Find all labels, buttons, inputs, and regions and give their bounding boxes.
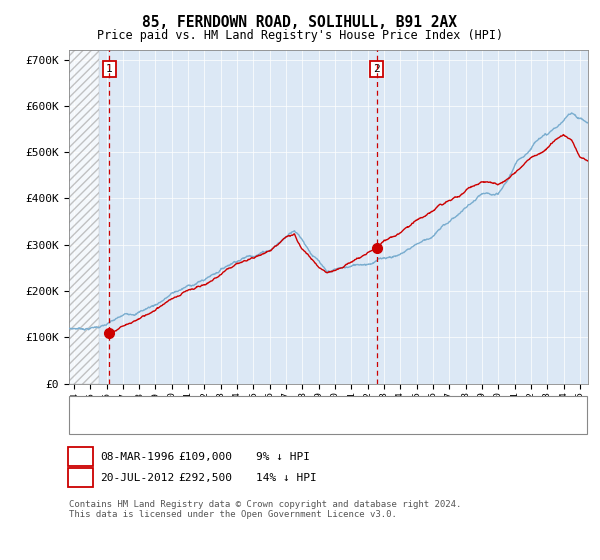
Text: Price paid vs. HM Land Registry's House Price Index (HPI): Price paid vs. HM Land Registry's House … [97,29,503,42]
Text: 2: 2 [77,473,84,483]
Text: 9% ↓ HPI: 9% ↓ HPI [256,452,310,462]
Text: £292,500: £292,500 [178,473,232,483]
Text: 14% ↓ HPI: 14% ↓ HPI [256,473,317,483]
Text: 20-JUL-2012: 20-JUL-2012 [100,473,175,483]
Text: 1: 1 [77,452,84,462]
Text: HPI: Average price, detached house, Solihull: HPI: Average price, detached house, Soli… [117,418,381,428]
Text: 1: 1 [106,64,113,74]
Text: Contains HM Land Registry data © Crown copyright and database right 2024.
This d: Contains HM Land Registry data © Crown c… [69,500,461,520]
Text: £109,000: £109,000 [178,452,232,462]
Text: 85, FERNDOWN ROAD, SOLIHULL, B91 2AX (detached house): 85, FERNDOWN ROAD, SOLIHULL, B91 2AX (de… [117,402,435,412]
Text: 08-MAR-1996: 08-MAR-1996 [100,452,175,462]
Text: 85, FERNDOWN ROAD, SOLIHULL, B91 2AX: 85, FERNDOWN ROAD, SOLIHULL, B91 2AX [143,15,458,30]
Text: 2: 2 [373,64,380,74]
